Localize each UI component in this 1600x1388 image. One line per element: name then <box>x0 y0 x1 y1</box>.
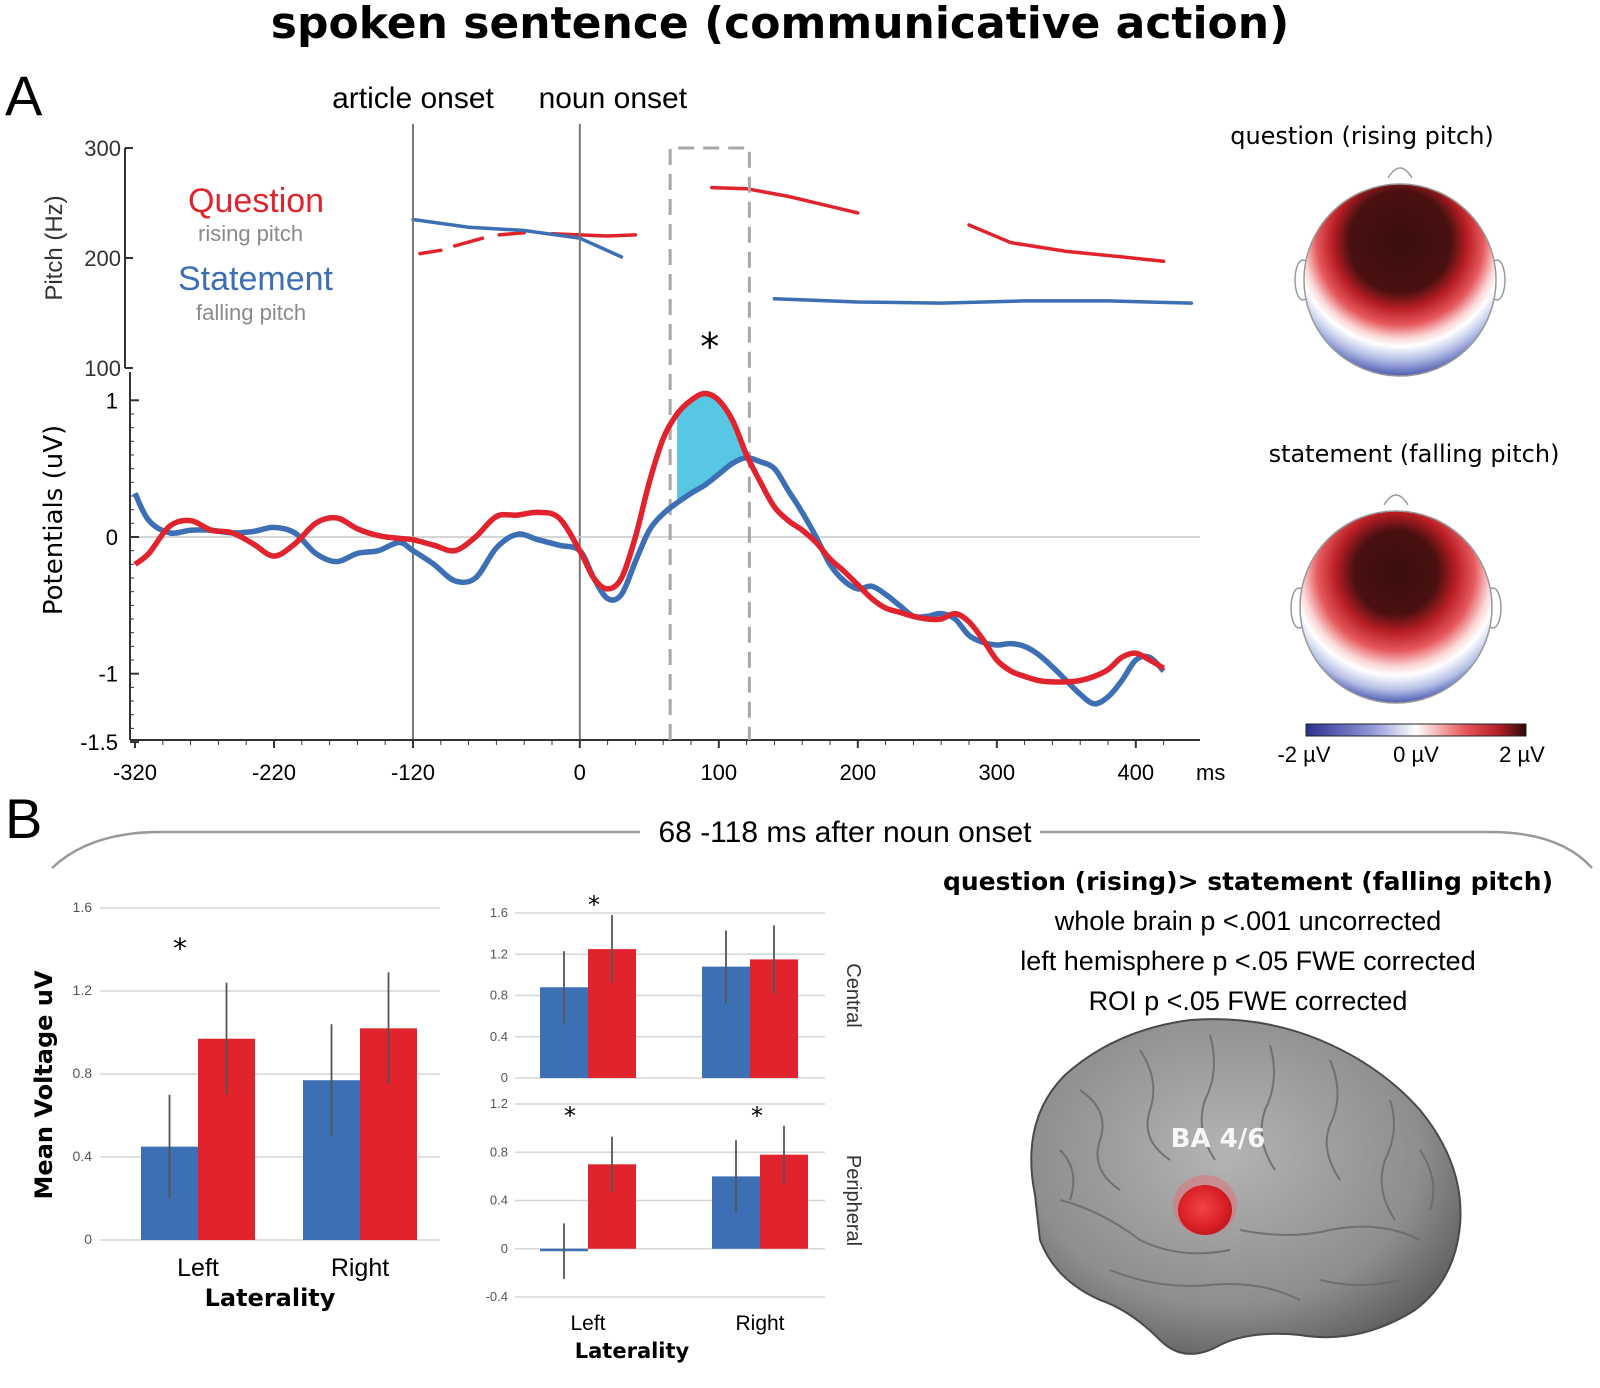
erp-chart: Potentials (uV) ms -1.5 -1 0 1 -320 -220 -120 0… <box>39 146 1225 785</box>
bar-y-tick-label: 0 <box>501 1241 508 1256</box>
bar-y-tick-label: 1.2 <box>490 946 508 961</box>
bar-y-tick-label: 0 <box>84 1231 92 1247</box>
panel-label-b: B <box>5 787 42 850</box>
figure-title: spoken sentence (communicative action) <box>271 0 1289 49</box>
bar-y-tick-label: 1.2 <box>73 982 93 998</box>
topomap-statement-title: statement (falling pitch) <box>1269 440 1560 468</box>
colorbar-label-min: -2 µV <box>1277 742 1330 767</box>
legend-question: Question <box>188 182 324 220</box>
erp-y-label: Potentials (uV) <box>39 425 69 615</box>
bar-y-tick-label: 1.6 <box>73 899 93 915</box>
bar-y-tick-label: 0 <box>501 1070 508 1085</box>
erp-y-tick-label: -1 <box>98 662 118 687</box>
bar-left-x-label: Laterality <box>205 1284 336 1312</box>
bar-y-tick-label: 0.8 <box>490 1144 508 1159</box>
erp-y-tick-label: 1 <box>106 388 118 413</box>
erp-x-tick-label: -320 <box>113 760 157 785</box>
erp-x-tick-label: 200 <box>839 760 876 785</box>
bar-category-label: Right <box>331 1254 389 1282</box>
colorbar <box>1305 723 1527 737</box>
bar-y-tick-label: 1.6 <box>490 905 508 920</box>
erp-x-tick-label: 400 <box>1117 760 1154 785</box>
legend-statement: Statement <box>178 260 334 298</box>
colorbar-label-mid: 0 µV <box>1393 742 1439 767</box>
bar-chart-peripheral: -0.4 0 0.4 0.8 1.2 Left * Right * Peripheral Later… <box>486 1096 864 1363</box>
erp-y-tick-label: -1.5 <box>80 730 118 755</box>
pitch-line-question <box>497 230 526 237</box>
pitch-y-tick-label: 200 <box>84 246 121 271</box>
contrast-title: question (rising)> statement (falling pi… <box>943 867 1553 896</box>
pitch-line-question <box>418 248 443 256</box>
pitch-chart: Pitch (Hz) 100 200 300 Question rising pit… <box>41 136 1194 381</box>
bar-category-label: Right <box>735 1312 784 1335</box>
panel-label-a: A <box>5 64 43 127</box>
window-label: 68 -118 ms after noun onset <box>658 816 1032 849</box>
erp-y-tick-label: 0 <box>106 525 118 550</box>
erp-x-unit: ms <box>1196 760 1225 785</box>
bar-category-label: Left <box>570 1312 605 1335</box>
bar-y-tick-label: 0.4 <box>490 1029 508 1044</box>
pitch-y-tick-label: 300 <box>84 136 121 161</box>
bar-region-label: Peripheral <box>842 1155 864 1246</box>
pitch-line-statement <box>772 296 1194 305</box>
significance-fill <box>677 393 747 503</box>
bar-y-tick-label: 0.4 <box>73 1148 93 1164</box>
erp-line-statement <box>132 454 1166 707</box>
bar-significance-star: * <box>751 1102 763 1130</box>
erp-x-tick-label: 0 <box>574 760 586 785</box>
topomap-question <box>1294 167 1506 377</box>
topomaps: question (rising pitch) statement (falli… <box>1230 122 1559 767</box>
colorbar-label-max: 2 µV <box>1499 742 1545 767</box>
bar-chart-central: 0 0.4 0.8 1.2 1.6 * Central <box>490 891 864 1085</box>
bar-y-tick-label: 1.2 <box>490 1096 508 1111</box>
onset-label: noun onset <box>539 82 688 115</box>
bar-y-tick-label: 0.8 <box>73 1065 93 1081</box>
bar-significance-star: * <box>173 932 187 965</box>
bar-y-tick-label: 0.4 <box>490 1193 508 1208</box>
topomap-statement <box>1290 494 1502 704</box>
bar-region-label: Central <box>842 963 864 1027</box>
roi-blob <box>1178 1185 1232 1235</box>
bar-right-x-label: Laterality <box>575 1339 690 1363</box>
roi-label: BA 4/6 <box>1171 1124 1266 1154</box>
topomap-question-title: question (rising pitch) <box>1230 122 1494 150</box>
pitch-line-question <box>710 185 860 215</box>
bar-y-tick-label: 0.8 <box>490 988 508 1003</box>
bar-chart-left: 0 0.4 0.8 1.2 1.6 Left * Right Mean Voltage uV La… <box>30 899 440 1312</box>
legend-statement-sub: falling pitch <box>196 300 306 325</box>
analysis-window-box <box>668 146 751 740</box>
pitch-line-statement <box>411 217 624 259</box>
bar-category-label: Left <box>177 1254 219 1282</box>
brain-render: BA 4/6 <box>1030 1018 1462 1355</box>
bar-y-tick-label: -0.4 <box>486 1289 508 1304</box>
erp-x-tick-label: 300 <box>978 760 1015 785</box>
pitch-line-question <box>967 223 1166 264</box>
erp-x-tick-label: -120 <box>391 760 435 785</box>
bar-left-y-label: Mean Voltage uV <box>30 970 58 1199</box>
pitch-y-label: Pitch (Hz) <box>41 195 68 300</box>
bar-significance-star: * <box>588 891 600 919</box>
bar-significance-star: * <box>564 1102 576 1130</box>
erp-x-tick-label: 100 <box>700 760 737 785</box>
erp-significance-star: * <box>700 325 719 369</box>
contrast-line-1: whole brain p <.001 uncorrected <box>1054 906 1442 936</box>
contrast-line-3: ROI p <.05 FWE corrected <box>1089 986 1408 1016</box>
legend-question-sub: rising pitch <box>198 221 303 246</box>
contrast-line-2: left hemisphere p <.05 FWE corrected <box>1020 946 1475 976</box>
pitch-line-question <box>452 236 485 248</box>
onset-label: article onset <box>332 82 494 115</box>
pitch-y-tick-label: 100 <box>84 356 121 381</box>
pitch-line-question <box>550 232 638 238</box>
window-label-bg <box>640 812 1040 848</box>
erp-line-question <box>133 390 1165 685</box>
erp-x-tick-label: -220 <box>252 760 296 785</box>
